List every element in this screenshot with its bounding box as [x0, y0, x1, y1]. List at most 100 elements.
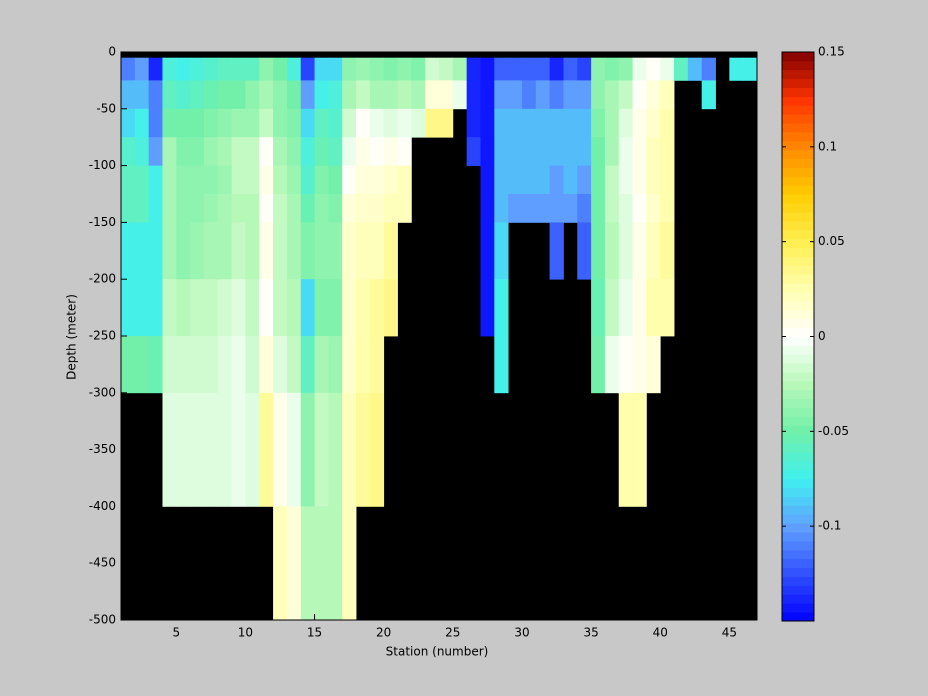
cell — [604, 194, 620, 223]
cell — [314, 392, 329, 507]
cell — [286, 165, 302, 195]
cell — [121, 279, 136, 337]
colorbar-band — [782, 443, 814, 453]
cell — [480, 137, 495, 166]
cell — [411, 57, 426, 81]
cell — [176, 336, 191, 394]
cell — [148, 137, 163, 166]
cell — [591, 222, 606, 280]
cell — [591, 137, 606, 166]
cell — [591, 80, 606, 110]
cell — [646, 57, 661, 81]
cell — [632, 194, 647, 223]
x-tick-label: 35 — [583, 626, 598, 640]
colorbar-band — [782, 594, 814, 604]
cell — [549, 222, 564, 280]
y-tick-label: -400 — [89, 499, 116, 513]
cell — [549, 194, 564, 223]
cell — [121, 57, 136, 81]
cell — [632, 137, 647, 166]
cell — [480, 165, 495, 195]
cell — [231, 392, 246, 507]
cell — [494, 137, 509, 166]
cell — [466, 108, 481, 138]
cell — [521, 80, 537, 110]
cell — [148, 57, 163, 81]
cell — [148, 222, 163, 280]
cell — [369, 165, 385, 195]
cell — [577, 108, 592, 138]
cell — [314, 194, 329, 223]
cell — [646, 194, 661, 223]
cell — [604, 80, 620, 110]
cell — [660, 165, 675, 195]
cell — [383, 57, 398, 81]
cell — [217, 222, 233, 280]
cell — [618, 57, 633, 81]
cell — [646, 108, 661, 138]
cell — [439, 57, 454, 81]
cell — [549, 165, 564, 195]
cell — [591, 279, 606, 337]
cell — [369, 279, 385, 337]
colorbar-band — [782, 220, 814, 231]
cell — [632, 336, 647, 394]
cell — [245, 222, 260, 280]
cell — [383, 279, 398, 337]
cell — [121, 165, 136, 195]
cell — [259, 137, 274, 166]
cell — [508, 137, 523, 166]
cell — [162, 194, 177, 223]
cell — [604, 336, 620, 394]
cell — [231, 137, 246, 166]
cell — [176, 392, 191, 507]
cell — [273, 80, 288, 110]
colorbar-band — [782, 576, 814, 586]
x-tick-label: 10 — [238, 626, 253, 640]
colorbar-band — [782, 469, 814, 480]
colorbar-band — [782, 567, 814, 577]
colorbar-band — [782, 158, 814, 168]
cell — [134, 108, 150, 138]
cell — [452, 80, 468, 110]
colorbar-band — [782, 132, 814, 142]
cell — [383, 137, 398, 166]
colorbar-band — [782, 514, 814, 524]
cell — [286, 392, 302, 507]
cell — [632, 108, 647, 138]
cell — [162, 57, 177, 81]
cell — [176, 165, 191, 195]
cell — [397, 80, 412, 110]
cell — [383, 165, 398, 195]
cell — [646, 165, 661, 195]
colorbar-band — [782, 532, 814, 542]
colorbar-tick-label: 0 — [818, 329, 826, 343]
cell — [466, 137, 481, 166]
cell — [563, 108, 578, 138]
colorbar-band — [782, 60, 814, 71]
cell — [162, 279, 177, 337]
cell — [273, 57, 288, 81]
cell — [397, 57, 412, 81]
cell — [632, 279, 647, 337]
cell — [245, 165, 260, 195]
cell — [369, 137, 385, 166]
cell — [328, 506, 343, 621]
cell — [328, 222, 343, 280]
cell — [397, 137, 412, 166]
cell — [148, 80, 163, 110]
cell — [121, 80, 136, 110]
cell — [259, 392, 274, 507]
colorbar-band — [782, 318, 814, 329]
cell — [591, 165, 606, 195]
cell — [563, 57, 578, 81]
cell — [217, 194, 233, 223]
cell — [162, 222, 177, 280]
cell — [286, 279, 302, 337]
cell — [342, 392, 357, 507]
cell — [314, 80, 329, 110]
cell — [549, 80, 564, 110]
cell — [328, 194, 343, 223]
cell — [646, 279, 661, 337]
colorbar-band — [782, 96, 814, 106]
